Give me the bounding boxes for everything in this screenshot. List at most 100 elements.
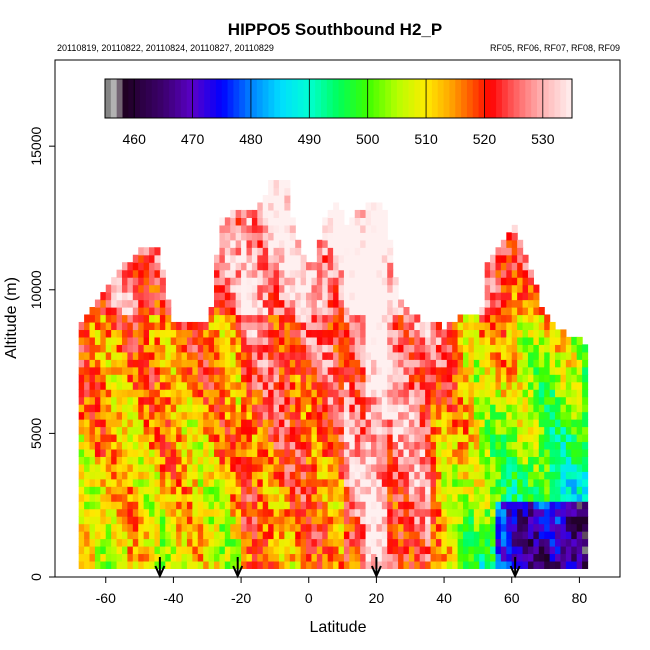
heatmap-cell <box>208 478 215 487</box>
heatmap-cell <box>284 344 291 353</box>
heatmap-cell <box>506 508 513 517</box>
heatmap-cell <box>192 344 199 353</box>
heatmap-cell <box>257 486 264 495</box>
heatmap-cell <box>208 531 215 540</box>
heatmap-cell <box>224 292 231 301</box>
heatmap-cell <box>327 463 334 472</box>
heatmap-cell <box>500 523 507 532</box>
heatmap-cell <box>549 463 556 472</box>
heatmap-cell <box>165 501 172 510</box>
heatmap-cell <box>398 336 405 345</box>
heatmap-cell <box>262 516 269 525</box>
heatmap-cell <box>463 493 470 502</box>
heatmap-cell <box>94 441 101 450</box>
heatmap-cell <box>376 478 383 487</box>
heatmap-cell <box>484 329 491 338</box>
heatmap-cell <box>78 516 85 525</box>
heatmap-cell <box>306 366 313 375</box>
heatmap-cell <box>452 486 459 495</box>
heatmap-cell <box>289 299 296 308</box>
heatmap-cell <box>500 404 507 413</box>
heatmap-cell <box>143 426 150 435</box>
heatmap-cell <box>121 396 128 405</box>
heatmap-cell <box>219 516 226 525</box>
heatmap-cell <box>289 411 296 420</box>
heatmap-cell <box>376 284 383 293</box>
heatmap-cell <box>224 277 231 286</box>
heatmap-cell <box>327 448 334 457</box>
heatmap-cell <box>333 456 340 465</box>
heatmap-cell <box>322 456 329 465</box>
heatmap-cell <box>235 292 242 301</box>
heatmap-cell <box>473 545 480 555</box>
heatmap-cell <box>257 224 264 233</box>
heatmap-cell <box>419 463 426 472</box>
heatmap-cell <box>490 501 497 510</box>
heatmap-cell <box>159 269 166 278</box>
heatmap-cell <box>376 516 383 525</box>
heatmap-cell <box>230 553 237 562</box>
heatmap-cell <box>360 404 367 413</box>
heatmap-cell <box>241 292 248 301</box>
heatmap-cell <box>500 493 507 502</box>
heatmap-cell <box>571 426 578 435</box>
heatmap-cell <box>527 269 534 278</box>
heatmap-cell <box>349 433 356 443</box>
heatmap-cell <box>408 486 415 495</box>
heatmap-cell <box>333 523 340 532</box>
heatmap-cell <box>257 374 264 383</box>
heatmap-cell <box>343 441 350 450</box>
heatmap-cell <box>246 232 253 241</box>
heatmap-cell <box>360 560 367 569</box>
heatmap-cell <box>370 560 377 569</box>
heatmap-cell <box>316 396 323 405</box>
heatmap-cell <box>435 508 442 517</box>
heatmap-cell <box>360 209 367 218</box>
heatmap-cell <box>241 448 248 457</box>
heatmap-cell <box>295 545 302 555</box>
heatmap-cell <box>143 516 150 525</box>
heatmap-cell <box>544 463 551 472</box>
heatmap-cell <box>262 314 269 323</box>
heatmap-cell <box>203 389 210 398</box>
heatmap-cell <box>251 411 258 420</box>
heatmap-cell <box>468 314 475 323</box>
heatmap-cell <box>138 426 145 435</box>
heatmap-cell <box>387 501 394 510</box>
heatmap-cell <box>360 247 367 256</box>
heatmap-cell <box>322 478 329 487</box>
heatmap-cell <box>381 463 388 472</box>
heatmap-cell <box>138 247 145 256</box>
heatmap-cell <box>376 389 383 398</box>
heatmap-cell <box>208 486 215 495</box>
heatmap-cell <box>284 284 291 293</box>
heatmap-cell <box>506 501 513 510</box>
heatmap-cell <box>322 471 329 480</box>
heatmap-cell <box>278 321 285 331</box>
latitude-marker-arrowhead <box>509 565 521 579</box>
heatmap-cell <box>262 209 269 218</box>
heatmap-cell <box>446 471 453 480</box>
heatmap-cell <box>257 516 264 525</box>
heatmap-cell <box>419 366 426 375</box>
heatmap-cell <box>414 553 421 562</box>
heatmap-cell <box>430 531 437 540</box>
heatmap-cell <box>214 433 221 443</box>
heatmap-cell <box>527 329 534 338</box>
heatmap-cell <box>555 389 562 398</box>
heatmap-cell <box>333 336 340 345</box>
heatmap-cell <box>576 426 583 435</box>
heatmap-cell <box>435 553 442 562</box>
heatmap-cell <box>94 404 101 413</box>
heatmap-cell <box>132 396 139 405</box>
heatmap-cell <box>435 381 442 390</box>
heatmap-cell <box>354 239 361 248</box>
heatmap-cell <box>387 411 394 420</box>
heatmap-cell <box>165 411 172 420</box>
heatmap-cell <box>203 359 210 368</box>
heatmap-cell <box>517 456 524 465</box>
heatmap-cell <box>457 374 464 383</box>
heatmap-cell <box>116 366 123 375</box>
heatmap-cell <box>360 463 367 472</box>
heatmap-cell <box>257 262 264 271</box>
